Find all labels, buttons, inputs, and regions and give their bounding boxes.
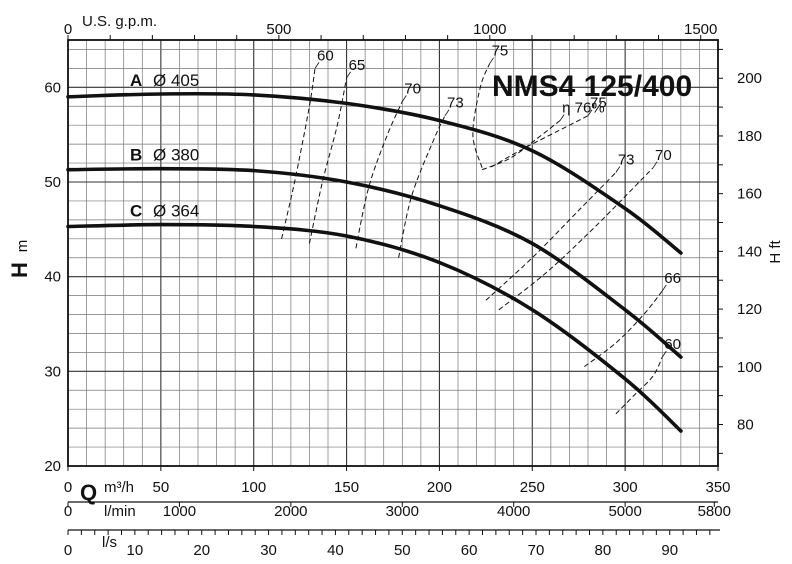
efficiency-label: η 76% xyxy=(562,99,605,116)
efficiency-label: 75 xyxy=(492,43,509,60)
x-tick-label-ls: 70 xyxy=(528,542,545,559)
x-axis-unit-ls: l/s xyxy=(102,534,117,551)
efficiency-label: 65 xyxy=(349,57,366,74)
efficiency-leader xyxy=(652,161,658,169)
efficiency-label: 75 xyxy=(590,95,607,112)
x-tick-label-ls: 20 xyxy=(193,542,210,559)
x-axis-letter-q: Q xyxy=(80,480,97,505)
y-axis-unit-m: m xyxy=(14,240,31,253)
efficiency-curve xyxy=(491,115,589,168)
efficiency-curve xyxy=(281,68,316,239)
grid xyxy=(67,40,719,467)
plot-frame xyxy=(67,39,719,467)
y-tick-label-m: 50 xyxy=(44,174,61,191)
x-tick-label-lmin: 3000 xyxy=(386,503,419,520)
y-axis-right-unit: H ft xyxy=(767,240,784,264)
head-curve xyxy=(66,166,683,359)
x-tick-label-ls: 90 xyxy=(661,542,678,559)
efficiency-leader xyxy=(489,57,494,64)
top-tick-label: 1000 xyxy=(473,21,506,38)
x-tick-label-m3h: 250 xyxy=(520,479,545,496)
y-tick-label-m: 30 xyxy=(44,363,61,380)
efficiency-leader xyxy=(587,109,593,116)
efficiency-label: 70 xyxy=(655,147,672,164)
chart-title: NMS4 125/400 xyxy=(492,70,692,103)
x-tick-label-ls: 40 xyxy=(327,542,344,559)
x-tick-label-ls: 80 xyxy=(595,542,612,559)
x-tick-label-lmin: 5000 xyxy=(608,503,641,520)
head-curves: A Ø 405 B Ø 380 C Ø 364 xyxy=(66,71,683,433)
efficiency-label: 60 xyxy=(664,336,681,353)
curve-letter: C xyxy=(130,202,142,221)
efficiency-curve xyxy=(498,167,654,311)
x-tick-label-ls: 30 xyxy=(260,542,277,559)
y-tick-label-ft: 160 xyxy=(737,186,762,203)
curve-diameter-label: Ø 380 xyxy=(153,146,199,165)
top-tick-label: 0 xyxy=(64,21,72,38)
efficiency-leader xyxy=(615,166,621,173)
x-tick-label-m3h: 0 xyxy=(64,479,72,496)
efficiency-label: 70 xyxy=(404,81,421,98)
x-tick-label-lmin: 5800 xyxy=(698,503,731,520)
curve-diameter-label: Ø 405 xyxy=(153,71,199,90)
y-tick-label-ft: 120 xyxy=(737,301,762,318)
x-tick-label-ls: 60 xyxy=(461,542,478,559)
x-tick-label-ls: 50 xyxy=(394,542,411,559)
y-axis-letter-h: H xyxy=(7,262,32,278)
efficiency-leader xyxy=(559,114,565,121)
efficiency-label: 60 xyxy=(317,47,334,64)
y-tick-label-ft: 140 xyxy=(737,243,762,260)
efficiency-leader xyxy=(314,62,320,69)
x-axis-unit-m3h: m³/h xyxy=(104,479,134,496)
efficiency-leader xyxy=(661,284,667,292)
efficiency-label: 73 xyxy=(447,95,464,112)
efficiency-curve xyxy=(472,63,491,168)
efficiency-leader xyxy=(444,109,450,116)
efficiency-leader xyxy=(661,350,667,358)
x-tick-label-m3h: 300 xyxy=(613,479,638,496)
x-axis-unit-usgpm: U.S. g.p.m. xyxy=(82,13,157,30)
top-tick-label: 1500 xyxy=(684,21,717,38)
y-tick-label-ft: 200 xyxy=(737,70,762,87)
curve-diameter-label: Ø 364 xyxy=(153,202,199,221)
y-tick-label-m: 40 xyxy=(44,269,61,286)
x-tick-label-m3h: 150 xyxy=(334,479,359,496)
x-tick-label-m3h: 100 xyxy=(241,479,266,496)
top-tick-label: 500 xyxy=(266,21,291,38)
curve-letter: A xyxy=(130,71,142,90)
y-tick-label-ft: 80 xyxy=(737,416,754,433)
x-tick-label-ls: 0 xyxy=(64,542,72,559)
efficiency-curve xyxy=(308,77,348,244)
curve-letter: B xyxy=(130,146,142,165)
efficiency-leader xyxy=(346,71,351,79)
efficiency-label: 66 xyxy=(664,270,681,287)
x-tick-label-lmin: 4000 xyxy=(497,503,530,520)
y-tick-label-ft: 180 xyxy=(737,128,762,145)
x-tick-label-m3h: 50 xyxy=(153,479,170,496)
head-curve xyxy=(66,91,683,255)
x-tick-label-m3h: 200 xyxy=(427,479,452,496)
efficiency-curve xyxy=(485,172,617,301)
y-tick-label-m: 20 xyxy=(44,458,61,475)
x-axis-unit-lmin: l/min xyxy=(104,503,136,520)
x-tick-label-ls: 10 xyxy=(127,542,144,559)
head-curve xyxy=(66,222,683,433)
efficiency-label: 73 xyxy=(618,152,635,169)
y-tick-label-ft: 100 xyxy=(737,359,762,376)
efficiency-curve xyxy=(615,356,663,415)
efficiency-leader xyxy=(401,95,407,102)
x-tick-label-lmin: 0 xyxy=(64,503,72,520)
x-tick-label-m3h: 350 xyxy=(705,479,730,496)
efficiency-curve xyxy=(398,115,446,258)
y-tick-label-m: 60 xyxy=(44,79,61,96)
efficiency-curve xyxy=(355,101,403,249)
x-tick-label-lmin: 2000 xyxy=(274,503,307,520)
x-tick-label-lmin: 1000 xyxy=(163,503,196,520)
